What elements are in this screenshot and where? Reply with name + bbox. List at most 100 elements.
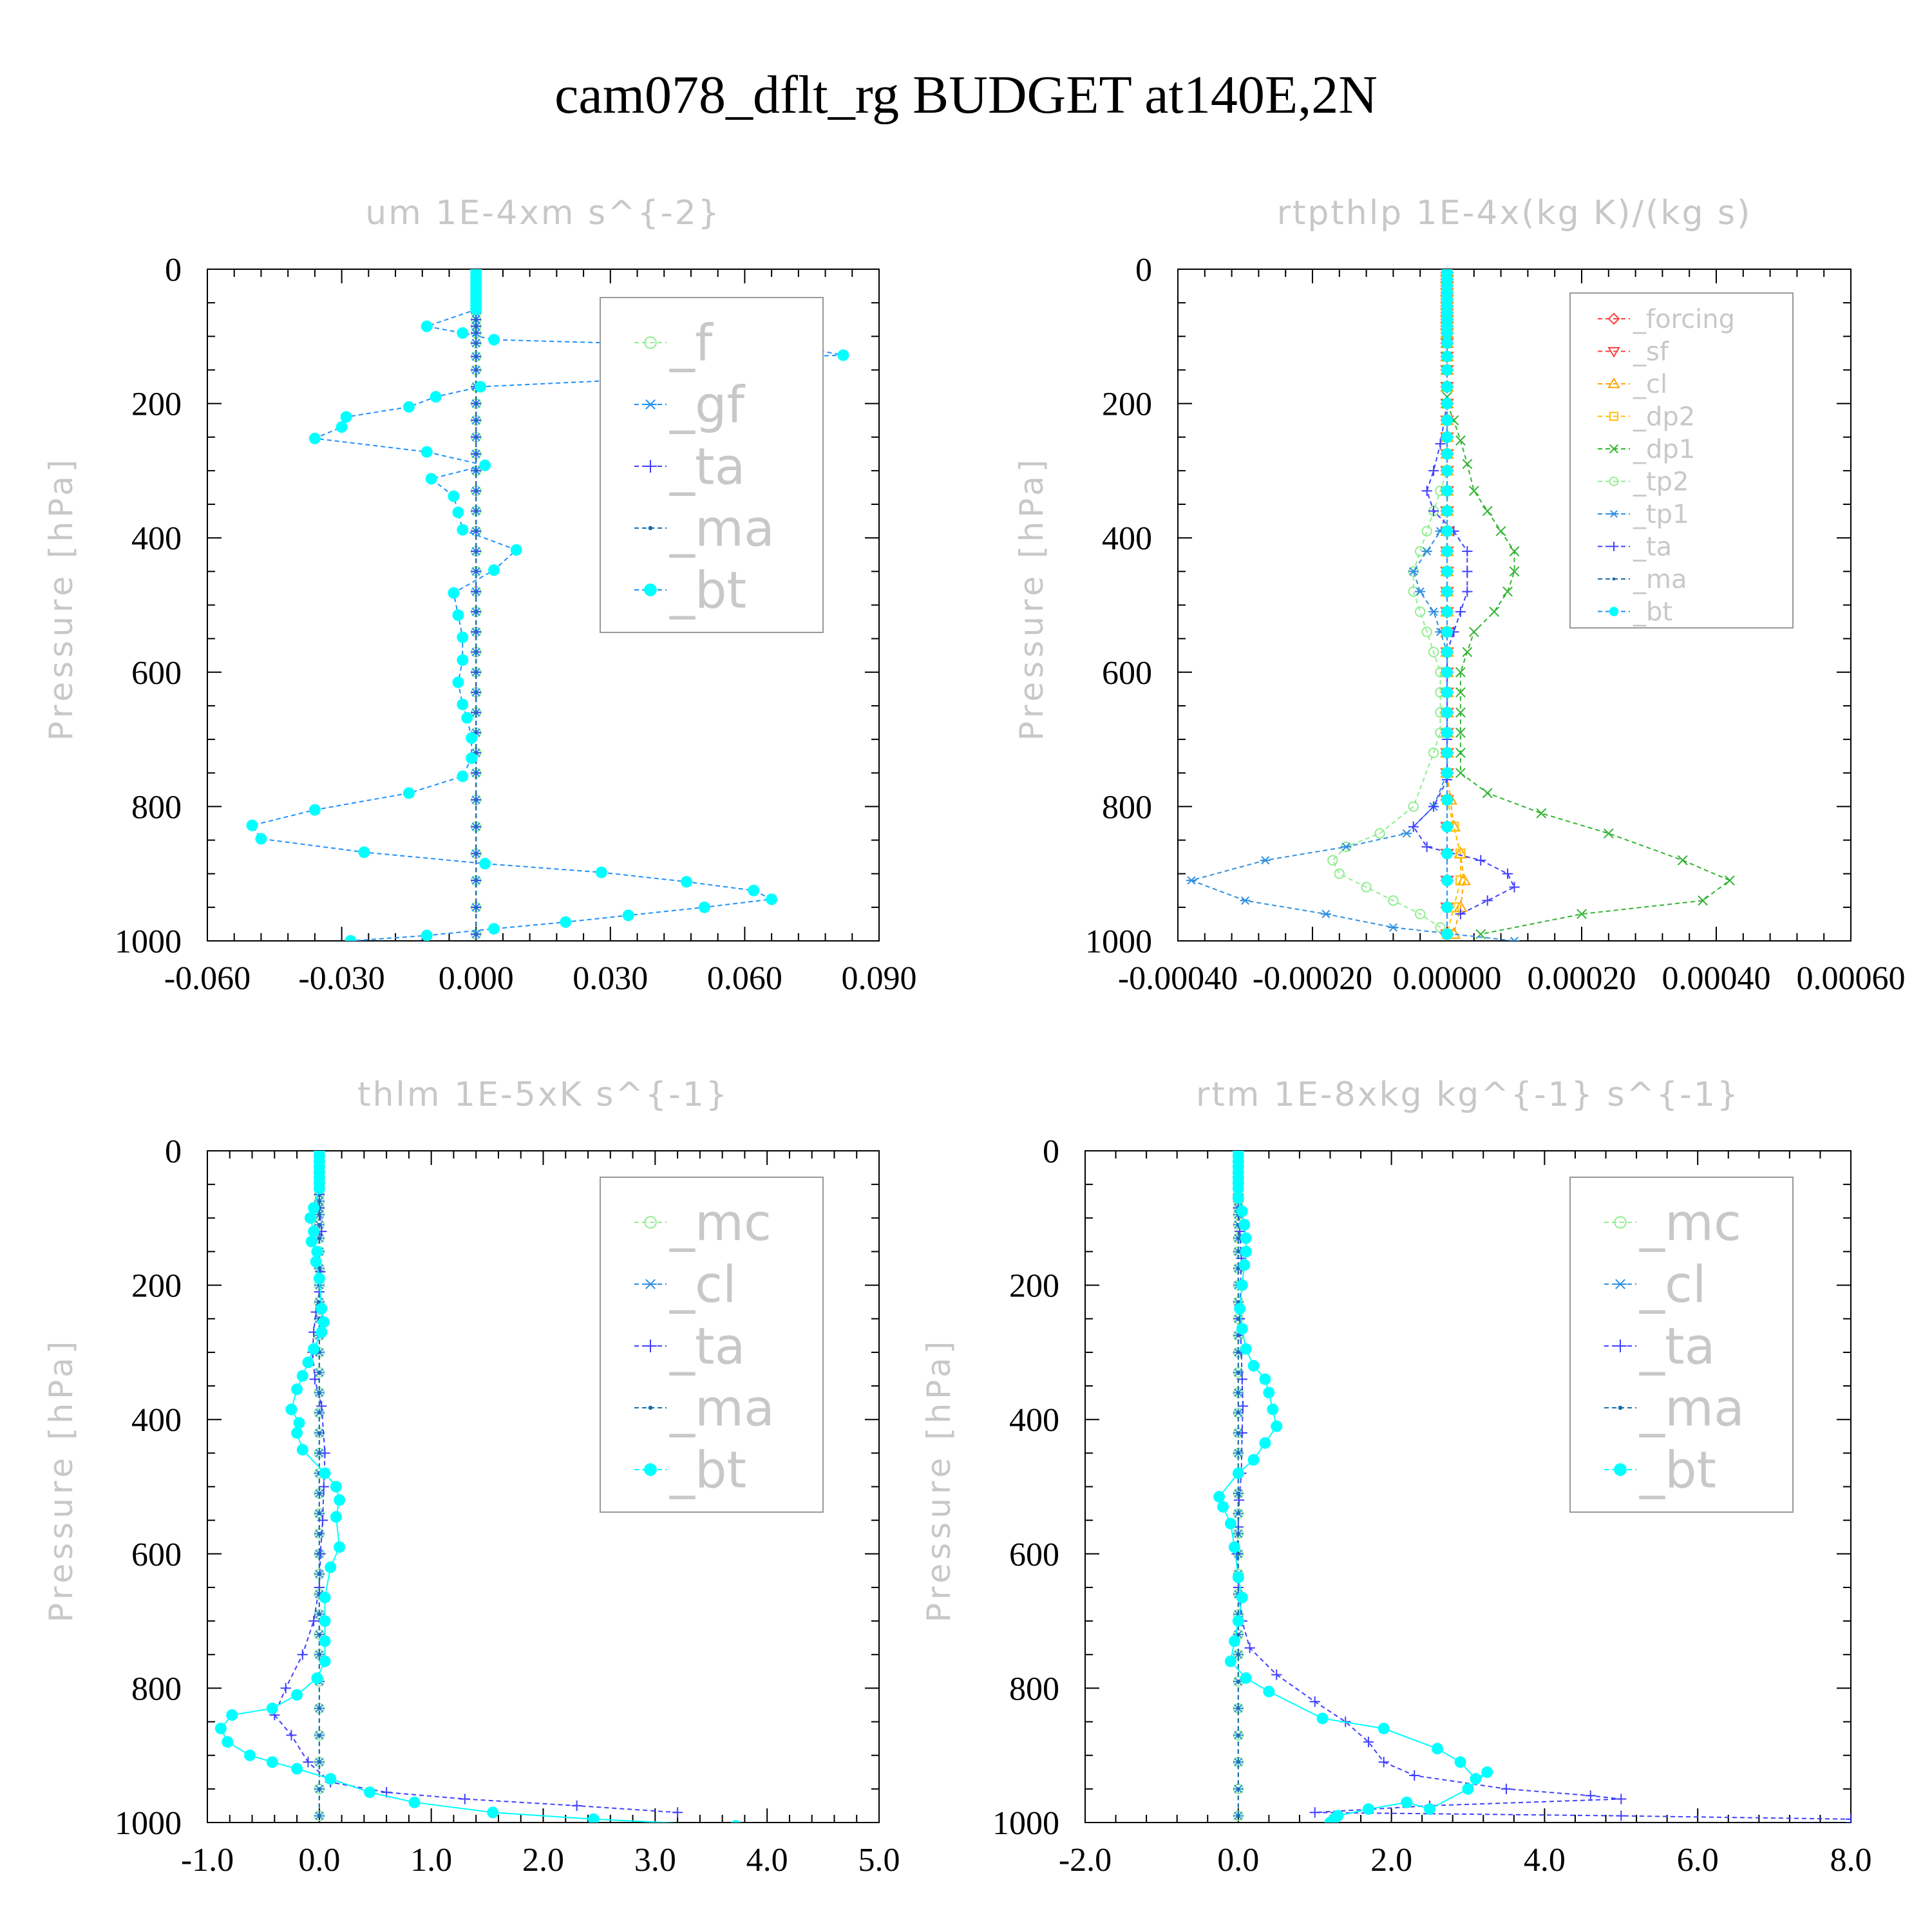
data-point bbox=[266, 1756, 278, 1768]
data-point bbox=[336, 421, 348, 433]
data-point bbox=[1316, 1712, 1329, 1725]
data-point bbox=[263, 1830, 275, 1842]
y-tick-label: 0 bbox=[1043, 1133, 1059, 1170]
data-point bbox=[474, 690, 478, 694]
data-point bbox=[1441, 350, 1453, 363]
data-point bbox=[1271, 1420, 1283, 1432]
legend-marker bbox=[1614, 1463, 1627, 1476]
data-point bbox=[1462, 1783, 1474, 1795]
series-tp1 bbox=[1186, 269, 1520, 941]
y-tick-label: 200 bbox=[131, 386, 182, 423]
data-point bbox=[1236, 1760, 1240, 1764]
data-point bbox=[317, 1531, 321, 1536]
data-point bbox=[317, 1760, 321, 1764]
data-point bbox=[1441, 431, 1453, 443]
y-tick-label: 600 bbox=[131, 1537, 182, 1573]
data-point bbox=[319, 1591, 331, 1604]
data-point bbox=[1421, 841, 1432, 853]
y-axis-label: Pressure [hPa] bbox=[1013, 456, 1050, 741]
data-point bbox=[595, 866, 607, 878]
data-point bbox=[1232, 1615, 1244, 1627]
data-point bbox=[246, 819, 258, 831]
series-line bbox=[1236, 1154, 1851, 1823]
data-point bbox=[1271, 1669, 1282, 1680]
data-point bbox=[317, 1633, 321, 1636]
data-point bbox=[280, 1683, 291, 1694]
legend-marker bbox=[1607, 346, 1620, 358]
data-point bbox=[1378, 1722, 1390, 1734]
legend-marker bbox=[1607, 377, 1620, 388]
legend-label: _ta bbox=[669, 1318, 745, 1376]
data-point bbox=[1509, 546, 1520, 556]
data-point bbox=[317, 1431, 321, 1435]
data-point bbox=[316, 1326, 328, 1338]
x-tick-label: -2.0 bbox=[1059, 1842, 1112, 1879]
data-point bbox=[1267, 1403, 1279, 1416]
data-point bbox=[255, 833, 267, 845]
data-point bbox=[1489, 607, 1500, 617]
y-tick-label: 600 bbox=[131, 655, 182, 692]
data-point bbox=[479, 459, 491, 471]
data-point bbox=[1259, 1373, 1271, 1385]
legend-label: _gf bbox=[669, 376, 746, 434]
series-line bbox=[1332, 272, 1448, 928]
legend-label: _ma bbox=[669, 1379, 775, 1437]
x-tick-label: -0.00020 bbox=[1253, 960, 1372, 997]
data-point bbox=[1236, 1205, 1248, 1217]
data-point bbox=[474, 851, 478, 856]
data-point bbox=[1236, 1249, 1240, 1254]
legend-label: _ta bbox=[669, 438, 745, 496]
data-point bbox=[1428, 801, 1439, 812]
legend-marker bbox=[1614, 1340, 1627, 1352]
data-point bbox=[313, 1182, 325, 1195]
data-point bbox=[308, 1226, 320, 1238]
data-point bbox=[421, 929, 433, 941]
data-point bbox=[1374, 828, 1385, 839]
data-point bbox=[285, 1403, 298, 1416]
legend-label: _tp2 bbox=[1633, 468, 1689, 497]
data-point bbox=[466, 752, 478, 764]
data-point bbox=[1441, 646, 1453, 658]
legend-label: _ma bbox=[669, 500, 775, 558]
legend-label: _ma bbox=[1639, 1379, 1745, 1437]
data-point bbox=[319, 1615, 331, 1627]
data-point bbox=[1236, 1451, 1240, 1455]
data-point bbox=[308, 1343, 320, 1355]
x-tick-label: 8.0 bbox=[1830, 1842, 1872, 1879]
data-point bbox=[319, 1448, 330, 1459]
legend-label: _bt bbox=[1633, 598, 1672, 627]
legend-label: _mc bbox=[669, 1194, 772, 1252]
data-point bbox=[457, 698, 469, 710]
data-point bbox=[1388, 923, 1399, 932]
data-point bbox=[470, 303, 482, 316]
data-point bbox=[1441, 820, 1453, 833]
y-tick-label: 800 bbox=[131, 789, 182, 826]
data-point bbox=[1334, 868, 1345, 879]
data-point bbox=[766, 893, 778, 905]
data-point bbox=[1677, 855, 1688, 866]
data-point bbox=[1363, 1736, 1374, 1747]
series-line bbox=[1189, 272, 1515, 941]
data-point bbox=[474, 324, 478, 328]
data-point bbox=[487, 1806, 499, 1819]
data-point bbox=[305, 1235, 317, 1247]
data-point bbox=[1236, 1552, 1240, 1556]
data-point bbox=[1240, 1232, 1252, 1244]
legend-label: _dp1 bbox=[1633, 435, 1695, 464]
data-point bbox=[1475, 855, 1486, 866]
data-point bbox=[364, 1786, 376, 1799]
data-point bbox=[474, 932, 478, 936]
data-point bbox=[1236, 1431, 1240, 1435]
data-point bbox=[1236, 1390, 1240, 1395]
data-point bbox=[1240, 896, 1251, 905]
data-point bbox=[1236, 1266, 1240, 1271]
legend-label: _bt bbox=[669, 1441, 746, 1499]
x-tick-label: 3.0 bbox=[634, 1842, 676, 1879]
chart-panel-4: rtm 1E-8xkg kg^{-1} s^{-1} Pressure [hPa]… bbox=[920, 1075, 1872, 1879]
series-ma bbox=[474, 270, 478, 936]
data-point bbox=[1455, 875, 1466, 886]
y-tick-label: 0 bbox=[1135, 252, 1152, 289]
data-point bbox=[474, 469, 478, 473]
legend-label: _tp1 bbox=[1633, 500, 1689, 529]
x-tick-label: 0.0 bbox=[1217, 1842, 1259, 1879]
